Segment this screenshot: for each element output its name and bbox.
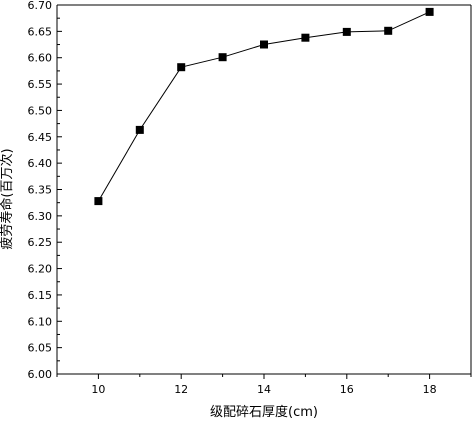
x-axis-title: 级配碎石厚度(cm) xyxy=(210,404,318,420)
x-tick-label: 10 xyxy=(91,383,105,396)
x-tick-label: 16 xyxy=(340,383,354,396)
y-tick-label: 6.15 xyxy=(28,289,53,302)
y-tick-label: 6.55 xyxy=(28,78,53,91)
data-point xyxy=(260,40,268,49)
x-tick-label: 12 xyxy=(174,383,188,396)
x-tick-label: 18 xyxy=(423,383,437,396)
y-axis-title: 疲劳寿命(百万次) xyxy=(0,148,15,249)
data-point xyxy=(218,53,227,62)
data-point xyxy=(135,125,144,134)
y-tick-label: 6.45 xyxy=(28,131,53,144)
y-tick-label: 6.35 xyxy=(28,184,53,197)
data-point xyxy=(384,26,393,35)
axes: 6.00 6.05 6.10 6.15 6.20 6.25 6.30 6.35 6.40 6.45… xyxy=(28,0,472,396)
y-tick-label: 6.00 xyxy=(28,368,53,381)
y-tick-label: 6.20 xyxy=(28,263,53,276)
series-layer xyxy=(94,7,434,206)
y-tick-label: 6.25 xyxy=(28,236,53,249)
y-tick-label: 6.60 xyxy=(28,52,53,65)
data-point xyxy=(342,27,351,36)
y-tick-label: 6.10 xyxy=(28,315,53,328)
series-line xyxy=(97,11,430,202)
x-tick-label: 14 xyxy=(257,383,271,396)
y-tick-label: 6.30 xyxy=(28,210,53,223)
data-point xyxy=(425,7,434,16)
y-tick-label: 6.50 xyxy=(28,104,53,117)
data-point xyxy=(301,33,310,42)
data-point xyxy=(177,63,186,72)
y-tick-label: 6.40 xyxy=(28,157,53,170)
y-tick-label: 6.05 xyxy=(28,342,53,355)
y-tick-label: 6.70 xyxy=(28,0,53,12)
data-point xyxy=(94,197,103,206)
y-tick-label: 6.65 xyxy=(28,25,53,38)
